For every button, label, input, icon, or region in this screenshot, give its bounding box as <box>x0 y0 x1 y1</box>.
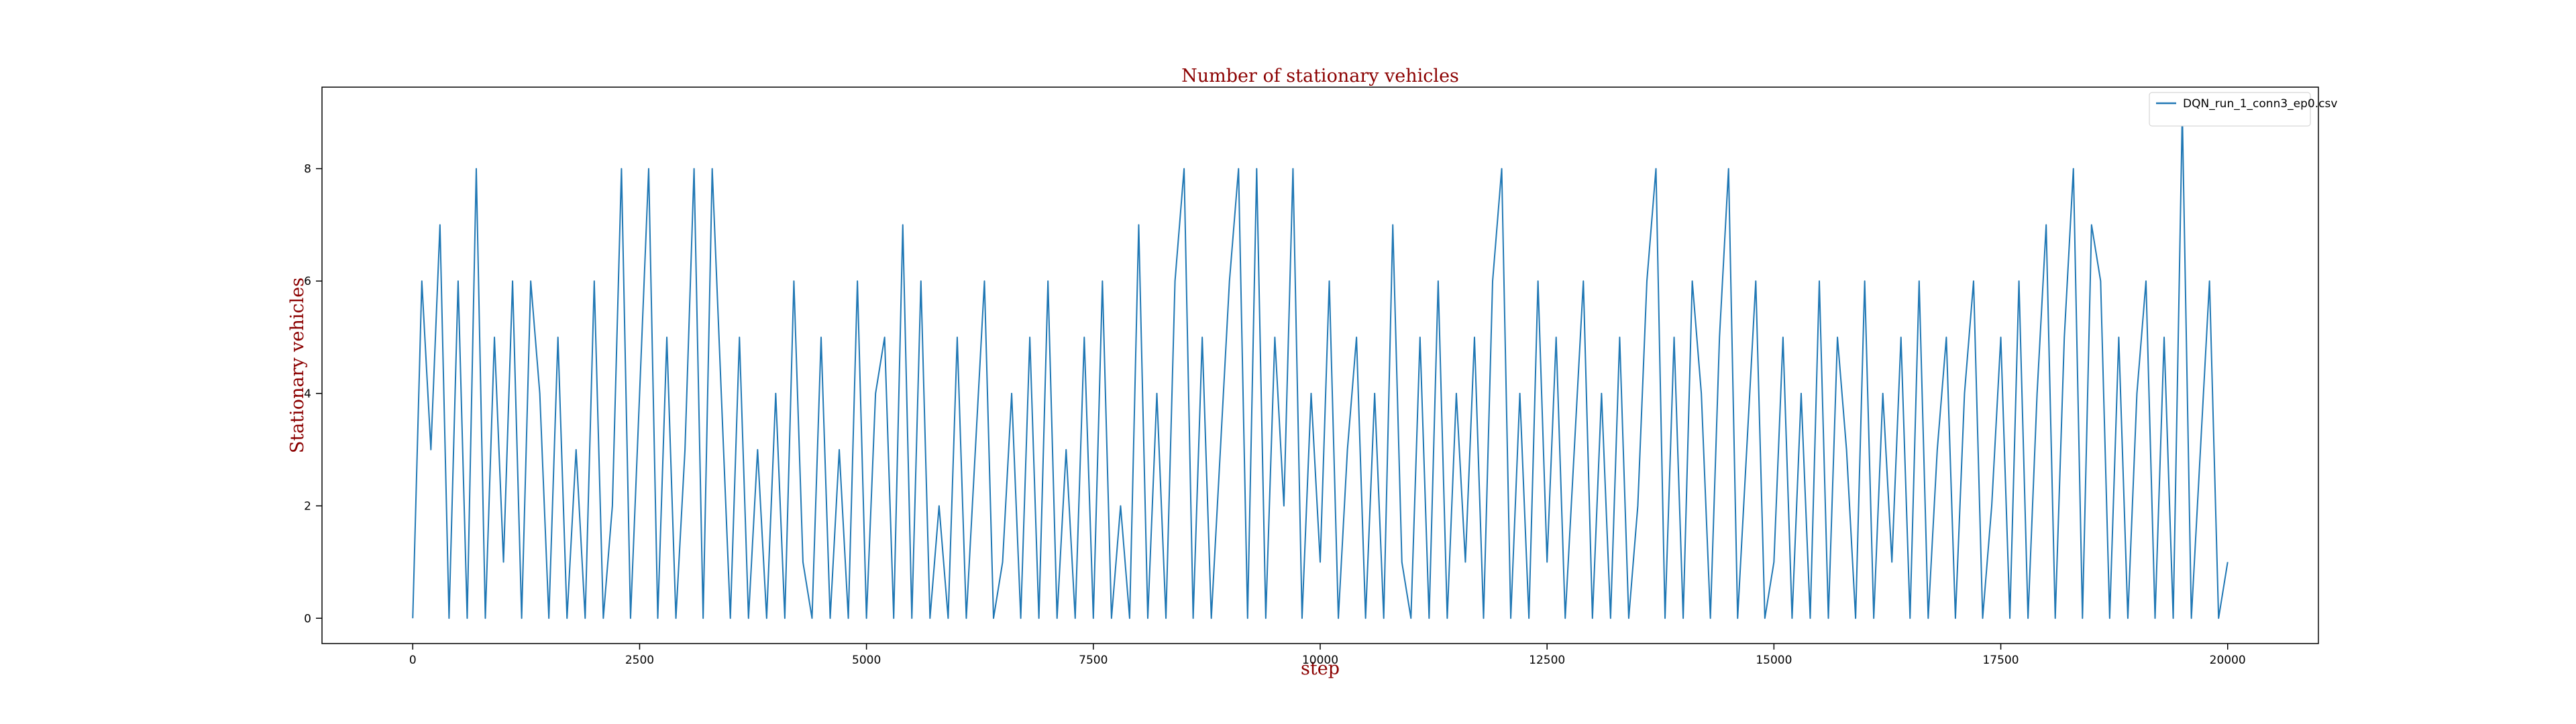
data-line <box>412 111 2229 619</box>
y-tick-label: 0 <box>304 612 311 625</box>
y-tick-label: 4 <box>304 387 311 401</box>
plot-frame <box>321 86 2319 644</box>
x-tick-label: 5000 <box>852 654 881 667</box>
x-tick-label: 12500 <box>1529 654 1565 667</box>
x-axis-label: step <box>1301 658 1340 679</box>
x-tick-label: 15000 <box>1756 654 1792 667</box>
x-tick-label: 10000 <box>1302 654 1338 667</box>
legend-box <box>2149 92 2311 127</box>
legend-label: DQN_run_1_conn3_ep0.csv <box>2183 97 2337 111</box>
y-axis-label: Stationary vehicles <box>287 278 308 453</box>
y-tick-label: 8 <box>304 163 311 176</box>
x-tick-label: 7500 <box>1079 654 1108 667</box>
x-tick-label: 2500 <box>625 654 654 667</box>
chart-title: Number of stationary vehicles <box>1181 66 1459 86</box>
x-tick-label: 17500 <box>1982 654 2019 667</box>
x-tick-label: 20000 <box>2210 654 2246 667</box>
x-tick-label: 0 <box>409 654 417 667</box>
y-tick-label: 2 <box>304 500 311 514</box>
y-tick-label: 6 <box>304 275 311 288</box>
